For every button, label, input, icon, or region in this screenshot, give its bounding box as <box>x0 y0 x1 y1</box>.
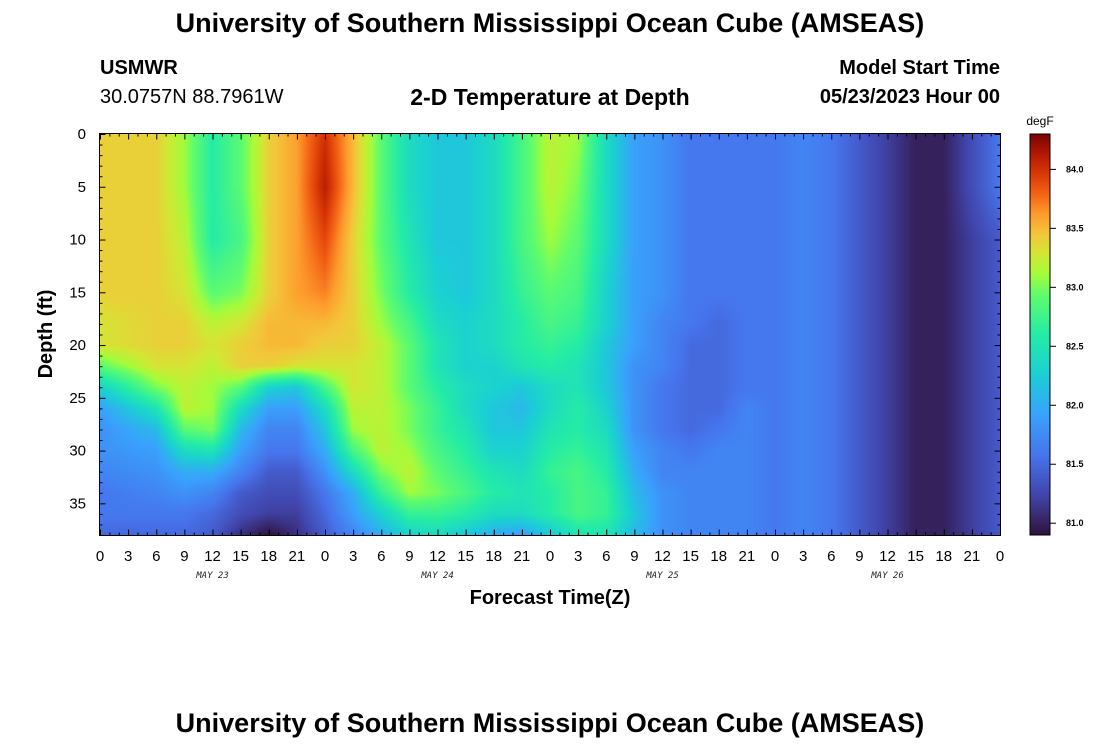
x-axis-label: Forecast Time(Z) <box>470 587 631 609</box>
y-axis: 0 5 10 15 20 25 30 35 <box>69 126 1001 536</box>
colorbar-tick-label: 81.5 <box>1066 459 1084 469</box>
x-tick-label: 0 <box>771 548 779 565</box>
y-axis-label: Depth (ft) <box>35 290 57 379</box>
colorbar-tick-label: 82.5 <box>1066 341 1084 351</box>
day-labels: MAY 23 MAY 24 MAY 25 MAY 26 <box>195 571 904 581</box>
y-tick-label: 20 <box>69 337 86 354</box>
x-tick-label: 18 <box>260 548 277 565</box>
x-tick-label: 18 <box>935 548 952 565</box>
x-tick-label: 3 <box>124 548 132 565</box>
x-tick-label: 0 <box>96 548 104 565</box>
colorbar-unit: degF <box>1026 114 1053 128</box>
y-tick-label: 35 <box>69 495 86 512</box>
x-tick-label: 15 <box>457 548 474 565</box>
model-start-label: Model Start Time <box>839 57 1000 79</box>
x-tick-label: 12 <box>654 548 671 565</box>
y-tick-label: 5 <box>78 179 86 196</box>
x-tick-label: 15 <box>907 548 924 565</box>
day-label: MAY 24 <box>420 571 454 581</box>
x-tick-label: 6 <box>152 548 160 565</box>
x-tick-label: 0 <box>996 548 1004 565</box>
x-tick-label: 9 <box>180 548 188 565</box>
x-tick-label: 15 <box>232 548 249 565</box>
model-start-value: 05/23/2023 Hour 00 <box>819 86 1000 108</box>
colorbar-tick-label: 83.0 <box>1066 282 1084 292</box>
x-tick-label: 9 <box>405 548 413 565</box>
colorbar-tick-label: 83.5 <box>1066 223 1084 233</box>
y-tick-label: 10 <box>69 232 86 249</box>
x-tick-label: 21 <box>964 548 981 565</box>
x-tick-label: 18 <box>485 548 502 565</box>
temperature-heatmap <box>100 134 1000 535</box>
x-tick-label: 9 <box>630 548 638 565</box>
x-tick-label: 21 <box>514 548 531 565</box>
station-name: USMWR <box>100 57 178 79</box>
x-tick-label: 15 <box>682 548 699 565</box>
colorbar-tick-label: 82.0 <box>1066 400 1084 410</box>
colorbar-tick-label: 81.0 <box>1066 518 1084 528</box>
x-tick-label: 0 <box>546 548 554 565</box>
x-tick-label: 12 <box>429 548 446 565</box>
x-tick-label: 21 <box>289 548 306 565</box>
colorbar-ticks: 84.0 83.5 83.0 82.5 82.0 81.5 81.0 <box>1050 164 1084 528</box>
x-tick-label: 9 <box>855 548 863 565</box>
footer-title: University of Southern Mississippi Ocean… <box>175 708 925 738</box>
x-tick-label: 6 <box>827 548 835 565</box>
x-tick-label: 21 <box>739 548 756 565</box>
x-tick-label: 12 <box>204 548 221 565</box>
x-tick-label: 3 <box>799 548 807 565</box>
y-tick-label: 15 <box>69 284 86 301</box>
chart-title: University of Southern Mississippi Ocean… <box>175 8 925 38</box>
colorbar-tick-label: 84.0 <box>1066 164 1084 174</box>
x-tick-label: 6 <box>377 548 385 565</box>
day-label: MAY 25 <box>645 571 679 581</box>
colorbar <box>1029 133 1051 536</box>
day-label: MAY 26 <box>870 571 904 581</box>
x-tick-label: 6 <box>602 548 610 565</box>
day-label: MAY 23 <box>195 571 229 581</box>
station-coordinates: 30.0757N 88.7961W <box>100 86 284 108</box>
x-axis: 0 3 6 9 12 15 18 21 0 3 6 9 12 15 18 21 0 3 6 9 12 15 18 21 0 3 6 9… <box>96 133 1004 565</box>
y-tick-label: 30 <box>69 443 86 460</box>
x-tick-label: 0 <box>321 548 329 565</box>
x-tick-label: 3 <box>349 548 357 565</box>
x-tick-label: 3 <box>574 548 582 565</box>
plot-subtitle: 2-D Temperature at Depth <box>410 84 690 110</box>
x-tick-label: 18 <box>710 548 727 565</box>
y-tick-label: 0 <box>78 126 86 143</box>
y-tick-label: 25 <box>69 390 86 407</box>
x-tick-label: 12 <box>879 548 896 565</box>
